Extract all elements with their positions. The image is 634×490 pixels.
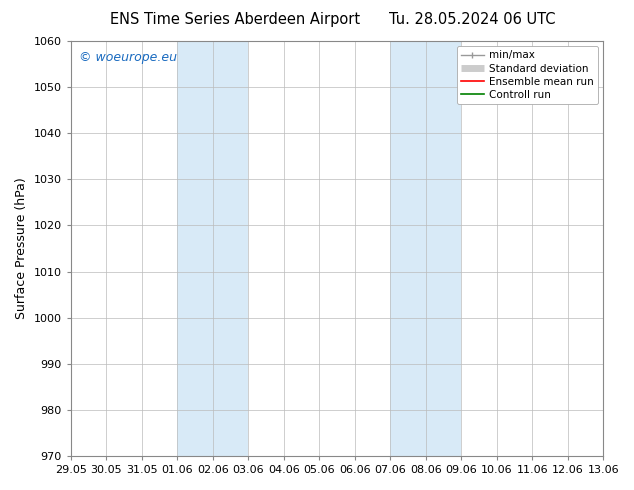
Bar [178, 41, 248, 456]
Text: Tu. 28.05.2024 06 UTC: Tu. 28.05.2024 06 UTC [389, 12, 555, 27]
Text: © woeurope.eu: © woeurope.eu [79, 51, 177, 64]
Legend: min/max, Standard deviation, Ensemble mean run, Controll run: min/max, Standard deviation, Ensemble me… [456, 46, 598, 104]
Bar [390, 41, 461, 456]
Text: ENS Time Series Aberdeen Airport: ENS Time Series Aberdeen Airport [110, 12, 359, 27]
Y-axis label: Surface Pressure (hPa): Surface Pressure (hPa) [15, 178, 28, 319]
